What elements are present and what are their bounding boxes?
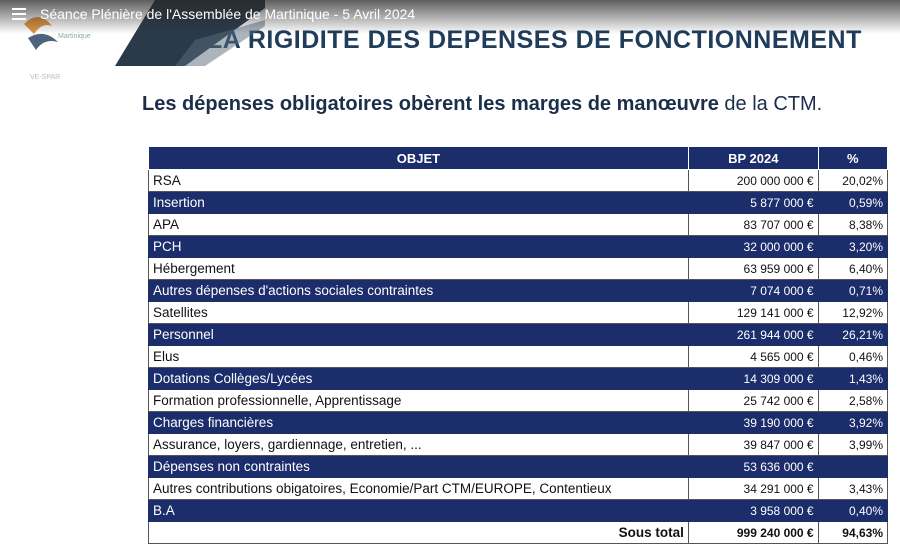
table-row: Autres contributions obigatoires, Econom…: [148, 477, 889, 500]
row-objet: Formation professionnelle, Apprentissage: [148, 389, 689, 412]
row-bp-amount: 3 958 000 €: [687, 499, 819, 522]
logo-text: Martinique: [58, 33, 91, 40]
table-row: Insertion 5 877 000 €0,59%: [148, 191, 889, 214]
row-bp-amount: 129 141 000 €: [687, 301, 819, 324]
row-objet: Hébergement: [148, 257, 689, 280]
table-row: B.A 3 958 000 €0,40%: [148, 499, 889, 522]
header-bp: BP 2024: [687, 146, 819, 170]
total-label: Sous total: [148, 521, 689, 544]
row-percent: 0,59%: [817, 191, 889, 214]
row-percent: 8,38%: [817, 213, 889, 236]
row-bp-amount: 14 309 000 €: [687, 367, 819, 390]
table-row: PCH 32 000 000 €3,20%: [148, 235, 889, 258]
row-percent: 26,21%: [817, 323, 889, 346]
row-objet: B.A: [148, 499, 689, 522]
row-objet: Satellites: [148, 301, 689, 324]
table-row: Assurance, loyers, gardiennage, entretie…: [148, 433, 889, 456]
row-objet: Personnel: [148, 323, 689, 346]
table-header-row: OBJET BP 2024 %: [148, 146, 889, 170]
row-objet: Autres dépenses d'actions sociales contr…: [148, 279, 689, 302]
header-pct: %: [817, 146, 889, 170]
row-bp-amount: 261 944 000 €: [687, 323, 819, 346]
row-bp-amount: 53 636 000 €: [687, 455, 819, 478]
row-percent: 3,20%: [817, 235, 889, 258]
table-row: Dépenses non contraintes 53 636 000 €: [148, 455, 889, 478]
row-bp-amount: 200 000 000 €: [687, 169, 819, 192]
row-bp-amount: 4 565 000 €: [687, 345, 819, 368]
row-bp-amount: 25 742 000 €: [687, 389, 819, 412]
row-bp-amount: 32 000 000 €: [687, 235, 819, 258]
row-percent: 0,71%: [817, 279, 889, 302]
row-objet: APA: [148, 213, 689, 236]
row-objet: Assurance, loyers, gardiennage, entretie…: [148, 433, 689, 456]
row-percent: 0,46%: [817, 345, 889, 368]
header-objet: OBJET: [148, 146, 689, 170]
total-bp-amount: 999 240 000 €: [687, 521, 819, 544]
row-objet: PCH: [148, 235, 689, 258]
row-percent: 1,43%: [817, 367, 889, 390]
row-objet: Autres contributions obigatoires, Econom…: [148, 477, 689, 500]
table-row: Hébergement 63 959 000 €6,40%: [148, 257, 889, 280]
row-bp-amount: 34 291 000 €: [687, 477, 819, 500]
table-row: Dotations Collèges/Lycées 14 309 000 €1,4…: [148, 367, 889, 390]
logo-subtext: VE-SPAR: [30, 74, 61, 81]
row-percent: 3,92%: [817, 411, 889, 434]
budget-table: OBJET BP 2024 % RSA 200 000 000 €20,02% In…: [148, 146, 889, 544]
row-percent: 3,99%: [817, 433, 889, 456]
row-bp-amount: 39 190 000 €: [687, 411, 819, 434]
row-bp-amount: 83 707 000 €: [687, 213, 819, 236]
row-objet: RSA: [148, 169, 689, 192]
table-row: Satellites 129 141 000 €12,92%: [148, 301, 889, 324]
table-row: Personnel 261 944 000 €26,21%: [148, 323, 889, 346]
row-objet: Dépenses non contraintes: [148, 455, 689, 478]
row-percent: 20,02%: [817, 169, 889, 192]
row-objet: Dotations Collèges/Lycées: [148, 367, 689, 390]
table-row: Autres dépenses d'actions sociales contr…: [148, 279, 889, 302]
row-percent: 3,43%: [817, 477, 889, 500]
row-objet: Insertion: [148, 191, 689, 214]
row-percent: 12,92%: [817, 301, 889, 324]
menu-icon[interactable]: [12, 8, 26, 22]
table-row: APA 83 707 000 €8,38%: [148, 213, 889, 236]
table-row: Elus 4 565 000 €0,46%: [148, 345, 889, 368]
row-objet: Elus: [148, 345, 689, 368]
row-objet: Charges financières: [148, 411, 689, 434]
table-total-row: Sous total 999 240 000 €94,63%: [148, 521, 889, 544]
row-bp-amount: 39 847 000 €: [687, 433, 819, 456]
row-bp-amount: 5 877 000 €: [687, 191, 819, 214]
row-percent: 6,40%: [817, 257, 889, 280]
video-title[interactable]: Séance Plénière de l'Assemblée de Martin…: [40, 6, 416, 22]
video-title-bar: [0, 0, 900, 34]
row-percent: [817, 455, 889, 478]
table-row: RSA 200 000 000 €20,02%: [148, 169, 889, 192]
table-row: Charges financières 39 190 000 €3,92%: [148, 411, 889, 434]
table-row: Formation professionnelle, Apprentissage…: [148, 389, 889, 412]
total-percent: 94,63%: [817, 521, 889, 544]
row-percent: 0,40%: [817, 499, 889, 522]
slide-subtitle: Les dépenses obligatoires obèrent les ma…: [142, 93, 822, 116]
row-bp-amount: 7 074 000 €: [687, 279, 819, 302]
row-bp-amount: 63 959 000 €: [687, 257, 819, 280]
row-percent: 2,58%: [817, 389, 889, 412]
slide-subtitle-bold: Les dépenses obligatoires obèrent les ma…: [142, 93, 719, 115]
slide-subtitle-rest: de la CTM.: [718, 93, 823, 115]
